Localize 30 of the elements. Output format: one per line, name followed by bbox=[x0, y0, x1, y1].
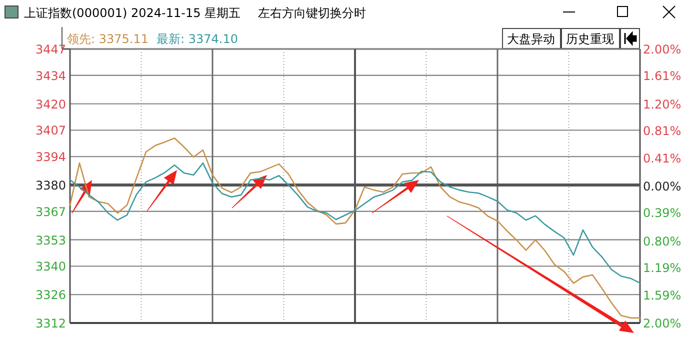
y-tick-label: 3312 bbox=[35, 316, 66, 330]
chart-subtitle: 左右方向键切换分时 bbox=[258, 6, 366, 20]
y2-tick-label: 0.39% bbox=[643, 206, 682, 220]
y2-tick-label: 1.61% bbox=[643, 69, 682, 84]
y2-tick-label: 2.00% bbox=[643, 42, 682, 56]
y2-tick-label: 1.59% bbox=[643, 288, 682, 302]
y2-tick-label: 0.81% bbox=[643, 124, 682, 138]
y-tick-label: 3420 bbox=[35, 97, 66, 112]
text: 历史重现 bbox=[566, 32, 614, 46]
y-tick-label: 3367 bbox=[35, 204, 66, 219]
y-tick-label: 3326 bbox=[35, 288, 66, 302]
y-tick-label: 3407 bbox=[35, 124, 66, 138]
line-series bbox=[69, 162, 641, 284]
y-tick-label: 3380 bbox=[35, 178, 66, 192]
y2-tick-label: 0.41% bbox=[643, 151, 682, 166]
y-tick-label: 3353 bbox=[35, 233, 66, 248]
y2-tick-label: 1.20% bbox=[643, 97, 682, 112]
y-tick-label: 3394 bbox=[35, 150, 66, 164]
y-tick-label: 3447 bbox=[35, 42, 66, 56]
y2-tick-label: 2.00% bbox=[643, 316, 682, 330]
line-series bbox=[69, 137, 641, 319]
y2-tick-label: 0.80% bbox=[643, 234, 682, 248]
text: 最新: 3374.10 bbox=[156, 32, 238, 46]
y2-tick-label: 0.00% bbox=[643, 180, 682, 194]
text: 领先: 3375.11 bbox=[67, 32, 148, 46]
chart-title: 上证指数(000001) 2024-11-15 星期五 bbox=[24, 6, 241, 20]
text: 大盘异动 bbox=[507, 32, 555, 46]
y2-tick-label: 1.19% bbox=[643, 261, 682, 276]
y-tick-label: 3340 bbox=[35, 260, 66, 274]
y-tick-label: 3434 bbox=[35, 68, 66, 83]
